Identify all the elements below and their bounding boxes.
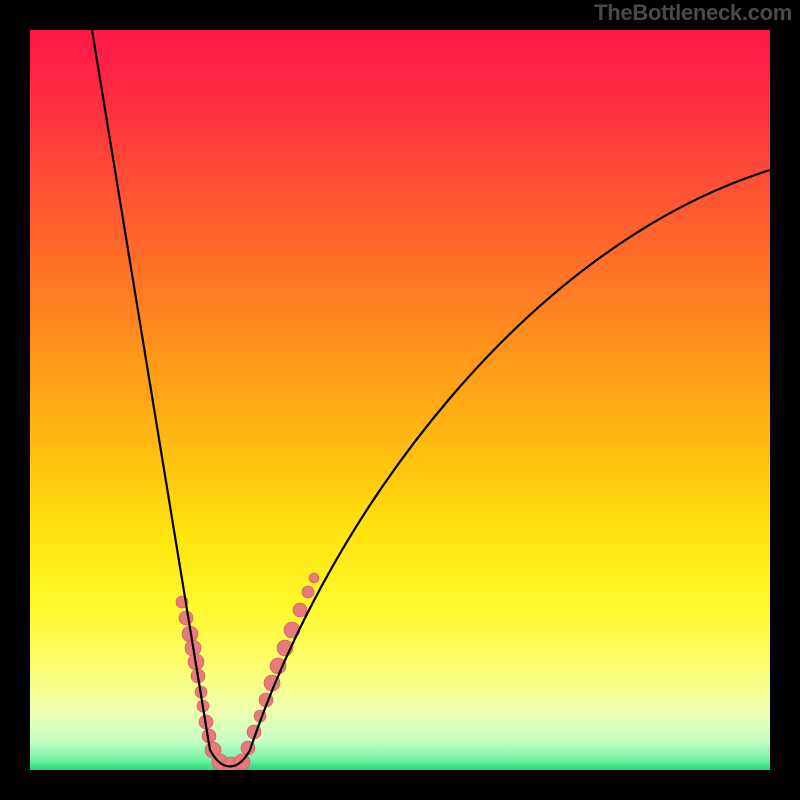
data-point [309,573,319,583]
data-point [293,603,307,617]
bottleneck-v-chart [0,0,800,800]
gradient-background [30,30,770,770]
data-point [302,586,314,598]
watermark-text: TheBottleneck.com [594,0,792,26]
chart-canvas: TheBottleneck.com [0,0,800,800]
data-point [179,611,193,625]
data-point [284,622,300,638]
